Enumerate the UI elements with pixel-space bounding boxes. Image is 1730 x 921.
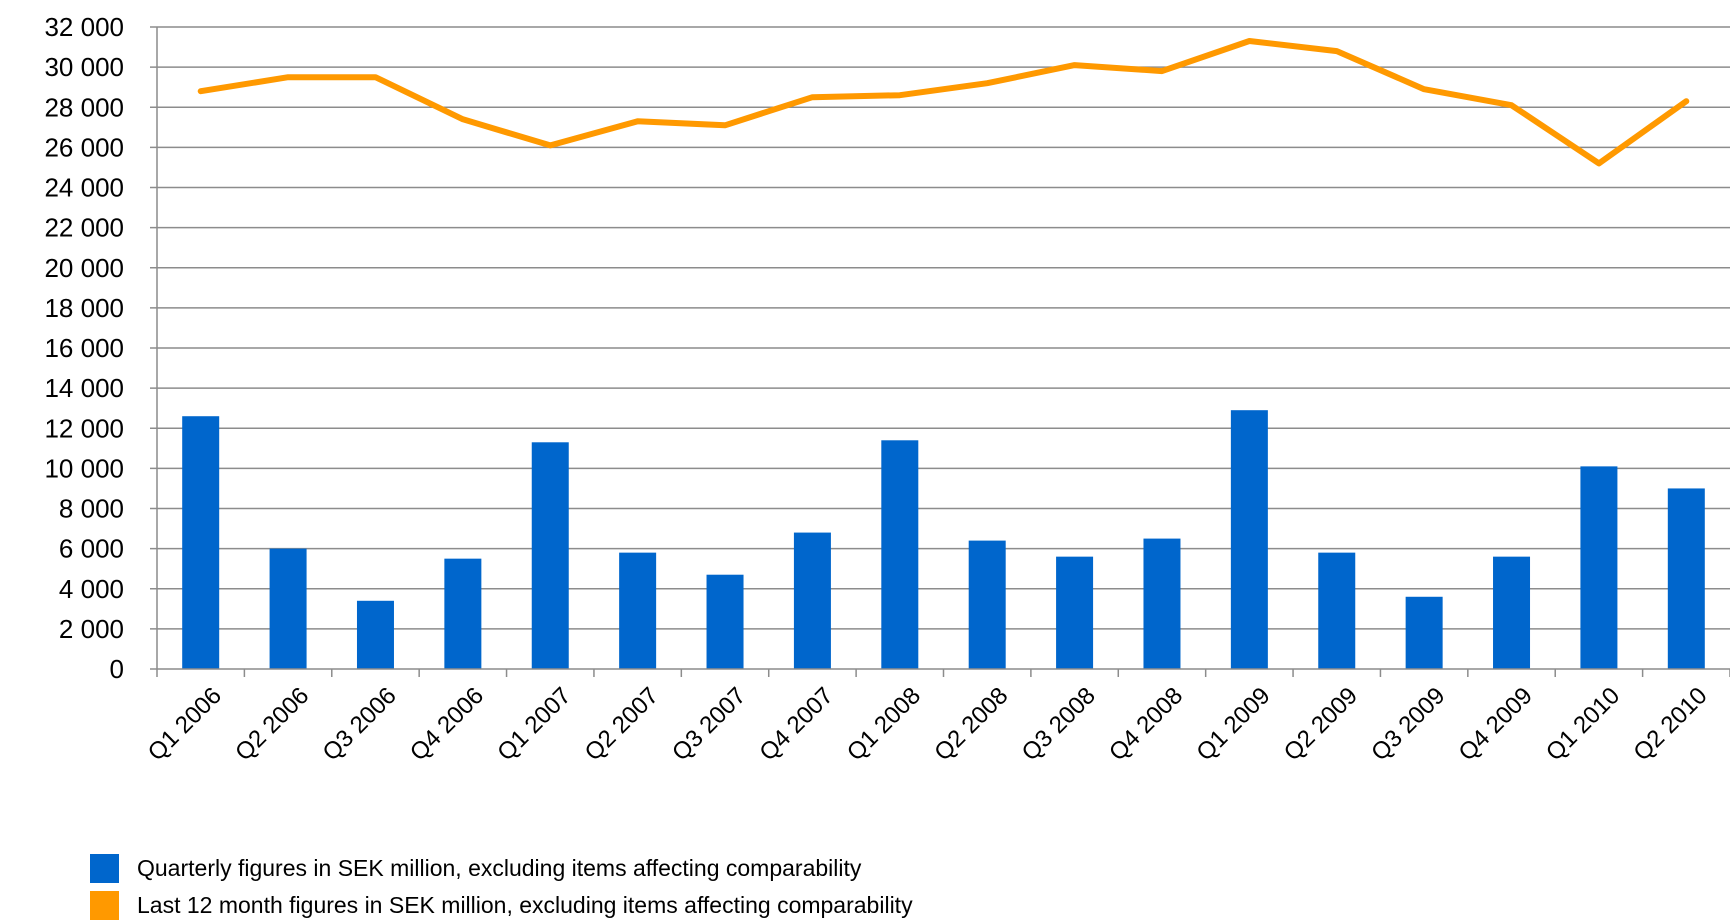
bar [1493,556,1531,669]
x-tick-label: Q3 2009 [1366,682,1450,766]
y-tick-label: 14 000 [44,373,124,403]
bar [1056,556,1094,669]
legend-swatch-last-12-months [90,891,119,920]
bar [619,552,657,669]
legend-label-last-12-months: Last 12 month figures in SEK million, ex… [137,892,913,918]
x-tick-label: Q2 2006 [230,682,314,766]
bar [1318,552,1356,669]
bar-series [182,410,1705,669]
x-tick-label: Q4 2009 [1454,682,1538,766]
bar [881,440,919,669]
x-tick-label: Q2 2009 [1279,682,1363,766]
x-tick-label: Q3 2007 [667,682,751,766]
x-tick-label: Q1 2009 [1191,682,1275,766]
x-tick-label: Q3 2006 [318,682,402,766]
bar [793,532,831,669]
legend-label-quarterly: Quarterly figures in SEK million, exclud… [137,855,862,881]
bar [1143,538,1181,669]
x-tick-label: Q1 2006 [143,682,227,766]
bar [706,574,744,669]
y-tick-label: 26 000 [44,132,124,162]
y-tick-label: 32 000 [44,12,124,42]
x-tick-label: Q2 2010 [1628,682,1712,766]
y-tick-label: 0 [110,654,124,684]
x-tick-label: Q4 2006 [405,682,489,766]
y-tick-label: 10 000 [44,453,124,483]
bar [356,600,394,669]
y-tick-label: 16 000 [44,333,124,363]
grid-lines [157,26,1730,630]
y-tick-label: 30 000 [44,52,124,82]
line-series [197,38,1690,167]
y-tick-label: 6 000 [59,534,124,564]
bar [531,442,569,669]
y-tick-label: 2 000 [59,614,124,644]
y-tick-label: 12 000 [44,413,124,443]
y-tick-label: 22 000 [44,213,124,243]
axes [150,26,1730,677]
legend-item-last-12-months: Last 12 month figures in SEK million, ex… [90,889,913,921]
legend: Quarterly figures in SEK million, exclud… [90,852,913,921]
legend-item-quarterly: Quarterly figures in SEK million, exclud… [90,852,913,885]
bar [269,548,307,669]
line-path [197,38,1690,167]
legend-swatch-quarterly [90,854,119,883]
x-tick-label: Q1 2008 [842,682,926,766]
x-tick-label: Q1 2010 [1541,682,1625,766]
bar [968,540,1006,669]
bar [182,416,220,669]
y-tick-label: 18 000 [44,293,124,323]
x-tick-label: Q4 2007 [754,682,838,766]
x-tick-label: Q1 2007 [492,682,576,766]
y-tick-label: 4 000 [59,574,124,604]
y-tick-labels: 0 2 000 4 000 6 000 8 000 10 000 12 000 14 000 1… [44,12,124,684]
bar [444,558,482,669]
y-tick-label: 20 000 [44,253,124,283]
bar [1667,488,1705,669]
x-tick-label: Q3 2008 [1017,682,1101,766]
bar [1580,466,1618,669]
y-tick-label: 28 000 [44,92,124,122]
y-tick-label: 8 000 [59,494,124,524]
y-tick-label: 24 000 [44,173,124,203]
bar [1230,410,1268,669]
bar [1405,596,1443,669]
x-tick-label: Q4 2008 [1104,682,1188,766]
x-tick-label: Q2 2007 [580,682,664,766]
x-tick-labels: Q1 2006 Q2 2006 Q3 2006 Q4 2006 Q1 2007 Q2 20… [143,682,1713,766]
x-tick-label: Q2 2008 [929,682,1013,766]
